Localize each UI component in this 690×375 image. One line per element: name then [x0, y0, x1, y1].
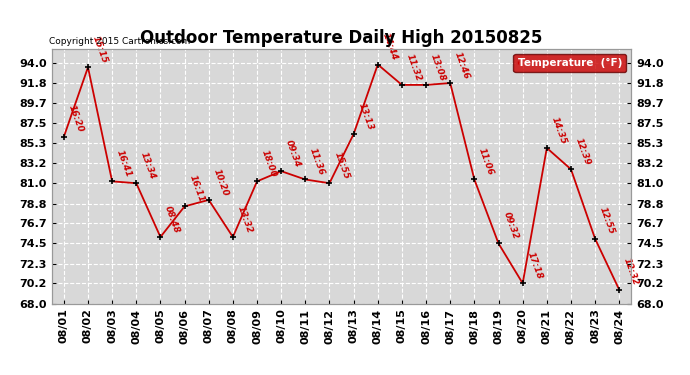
Legend: Temperature  (°F): Temperature (°F)	[513, 54, 626, 72]
Text: 13:13: 13:13	[357, 101, 375, 131]
Text: 15:15: 15:15	[91, 34, 109, 64]
Text: 14:44: 14:44	[381, 32, 399, 62]
Text: 13:32: 13:32	[236, 204, 254, 234]
Text: 09:34: 09:34	[284, 138, 302, 168]
Text: 16:11: 16:11	[188, 174, 206, 204]
Text: 14:35: 14:35	[550, 115, 568, 145]
Text: 16:41: 16:41	[115, 148, 133, 178]
Text: 08:48: 08:48	[164, 204, 181, 234]
Text: 11:06: 11:06	[477, 147, 495, 177]
Text: 18:00: 18:00	[260, 148, 278, 178]
Text: 17:18: 17:18	[526, 251, 544, 280]
Text: 12:46: 12:46	[453, 50, 471, 80]
Text: 12:55: 12:55	[598, 206, 616, 236]
Text: 10:20: 10:20	[212, 167, 230, 197]
Text: 12:39: 12:39	[574, 136, 592, 166]
Text: Copyright 2015 Cartronics.com: Copyright 2015 Cartronics.com	[49, 37, 190, 46]
Text: 11:36: 11:36	[308, 147, 326, 177]
Text: 13:08: 13:08	[429, 52, 447, 82]
Text: 11:32: 11:32	[405, 52, 423, 82]
Title: Outdoor Temperature Daily High 20150825: Outdoor Temperature Daily High 20150825	[140, 29, 543, 47]
Text: 12:32: 12:32	[622, 257, 640, 287]
Text: 13:34: 13:34	[139, 150, 157, 180]
Text: 09:32: 09:32	[502, 211, 520, 241]
Text: 16:20: 16:20	[67, 104, 85, 134]
Text: 15:55: 15:55	[333, 150, 351, 180]
